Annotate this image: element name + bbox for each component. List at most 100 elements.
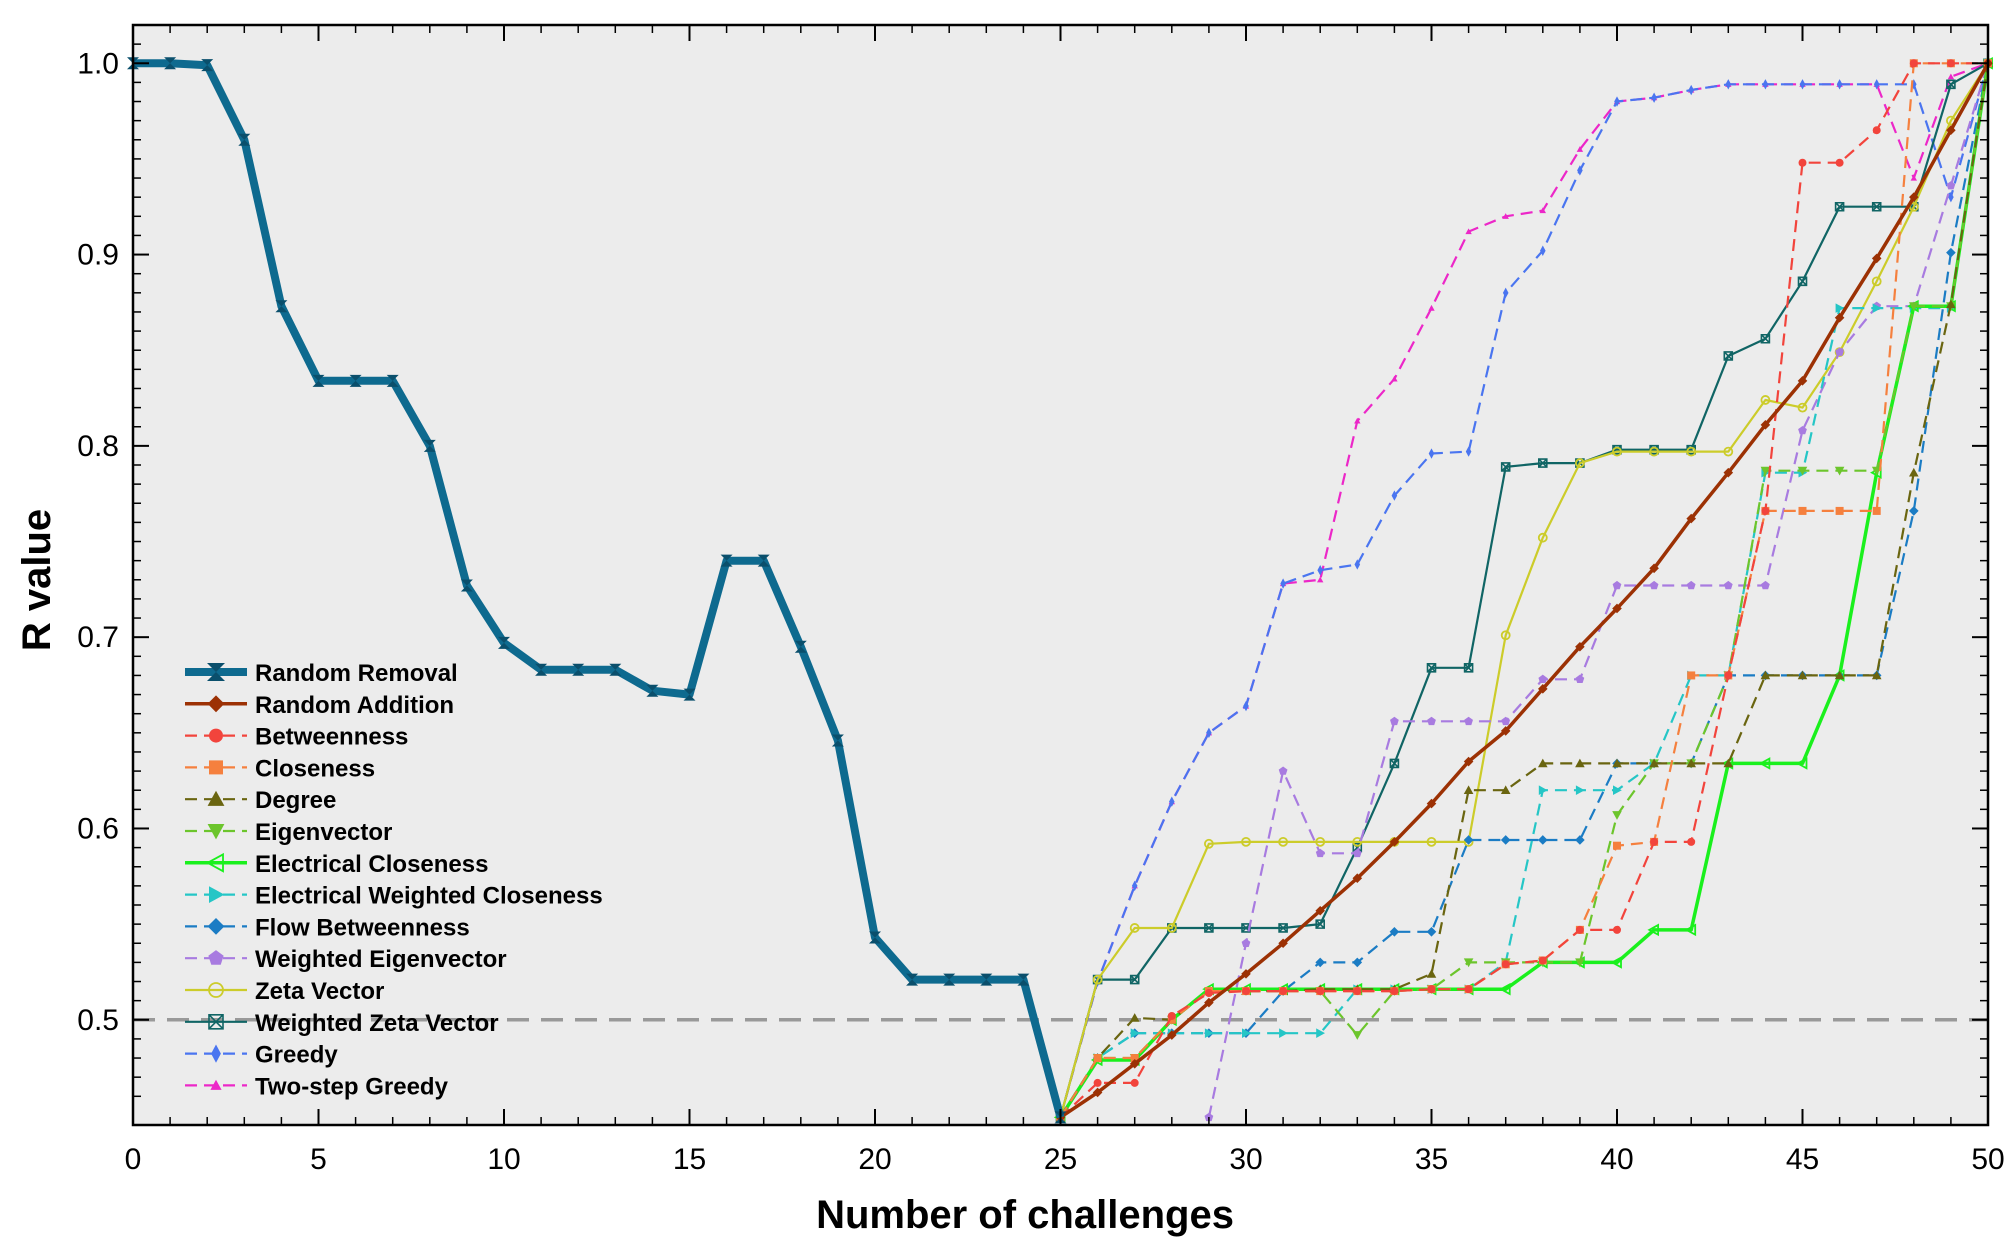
legend-marker <box>209 728 223 743</box>
legend-marker <box>209 886 225 903</box>
data-point <box>1909 467 1919 477</box>
data-point <box>1499 982 1511 996</box>
legend-label: Electrical Closeness <box>255 851 488 878</box>
series-line-random-removal <box>133 59 1065 1119</box>
data-point <box>1686 513 1696 524</box>
data-point <box>1834 201 1845 212</box>
data-point <box>349 374 362 387</box>
legend-marker <box>207 695 225 713</box>
legend-marker <box>211 1044 221 1063</box>
data-point <box>1575 925 1584 934</box>
data-point <box>1686 446 1697 457</box>
data-point <box>1871 253 1882 264</box>
data-point <box>1426 798 1437 809</box>
data-point <box>1723 467 1734 478</box>
data-point <box>1500 462 1511 472</box>
legend-label: Random Addition <box>255 692 454 719</box>
data-point <box>1725 79 1732 90</box>
data-point <box>1761 506 1770 515</box>
legend-marker <box>208 950 224 965</box>
legend-entry-betweenness: Betweenness <box>185 724 408 751</box>
data-point <box>1537 532 1548 543</box>
data-point <box>1204 1028 1214 1038</box>
legend-marker <box>208 982 224 998</box>
data-point <box>1798 158 1807 167</box>
data-point <box>1723 580 1733 590</box>
data-point <box>1426 969 1437 978</box>
series-line-random-addition <box>1059 62 1990 1119</box>
x-axis-label: Number of challenges <box>816 1193 1234 1237</box>
data-point <box>1278 923 1288 933</box>
data-point <box>1650 837 1659 846</box>
data-point <box>1538 674 1548 683</box>
data-point <box>275 300 288 313</box>
legend-label: Betweenness <box>255 724 408 751</box>
data-point <box>1538 684 1548 694</box>
data-point <box>1761 580 1770 590</box>
series-greedy <box>1057 58 1991 1123</box>
data-point <box>1647 923 1659 937</box>
legend-marker <box>208 1014 224 1030</box>
data-point <box>1427 716 1436 726</box>
data-point <box>1129 923 1140 933</box>
data-point <box>1242 1028 1251 1038</box>
data-point <box>1501 960 1510 969</box>
x-tick-label: 45 <box>1786 1143 1819 1176</box>
data-point <box>1688 84 1694 96</box>
x-tick-label: 35 <box>1415 1143 1448 1176</box>
data-point <box>1762 79 1769 90</box>
data-point <box>1946 79 1956 90</box>
y-tick-label: 1.0 <box>77 47 119 80</box>
data-point <box>1463 785 1474 795</box>
data-point <box>1017 973 1030 986</box>
legend-label: Degree <box>255 787 336 814</box>
data-point <box>1463 662 1474 673</box>
data-point <box>1871 670 1882 680</box>
series-line-weighted-zeta-vector <box>1059 62 1989 1118</box>
data-point <box>1909 506 1919 516</box>
data-point <box>1279 1028 1288 1038</box>
data-point <box>1649 563 1659 574</box>
data-point <box>1538 835 1548 845</box>
data-point <box>1723 758 1734 768</box>
data-point <box>1426 836 1437 847</box>
data-point <box>1389 758 1400 769</box>
data-point <box>1315 919 1325 929</box>
data-point <box>757 554 770 567</box>
data-point <box>1799 79 1806 90</box>
data-point <box>1613 925 1621 934</box>
data-point <box>423 439 436 452</box>
data-point <box>1612 580 1622 590</box>
data-point <box>1204 923 1214 933</box>
data-point <box>1686 758 1696 768</box>
data-point <box>1797 276 1808 287</box>
legend-label: Weighted Eigenvector <box>255 946 507 973</box>
data-point <box>1575 758 1585 768</box>
data-point <box>1464 985 1473 994</box>
data-point <box>1278 836 1288 847</box>
y-tick-label: 0.8 <box>77 430 119 463</box>
data-point <box>869 931 881 944</box>
data-point <box>1092 1087 1103 1098</box>
data-point <box>1390 716 1399 726</box>
data-point <box>238 133 251 146</box>
data-point <box>164 57 177 70</box>
data-point <box>1909 59 1918 68</box>
series-line-greedy <box>1059 63 1990 1118</box>
data-point <box>1575 958 1585 968</box>
data-point <box>1501 716 1511 726</box>
series-random-removal <box>127 57 1067 1124</box>
data-point <box>1946 299 1956 309</box>
data-point <box>831 734 844 747</box>
legend-marker <box>207 790 225 806</box>
data-point <box>1797 402 1808 413</box>
data-point <box>1538 785 1548 796</box>
data-point <box>1352 957 1363 968</box>
data-point <box>1093 1054 1102 1063</box>
data-point <box>1204 838 1214 849</box>
data-point <box>1575 785 1585 796</box>
data-point <box>1465 446 1472 457</box>
data-point <box>1649 446 1659 457</box>
data-point <box>1243 700 1249 712</box>
legend-entry-electrical-closeness: Electrical Closeness <box>185 851 488 878</box>
